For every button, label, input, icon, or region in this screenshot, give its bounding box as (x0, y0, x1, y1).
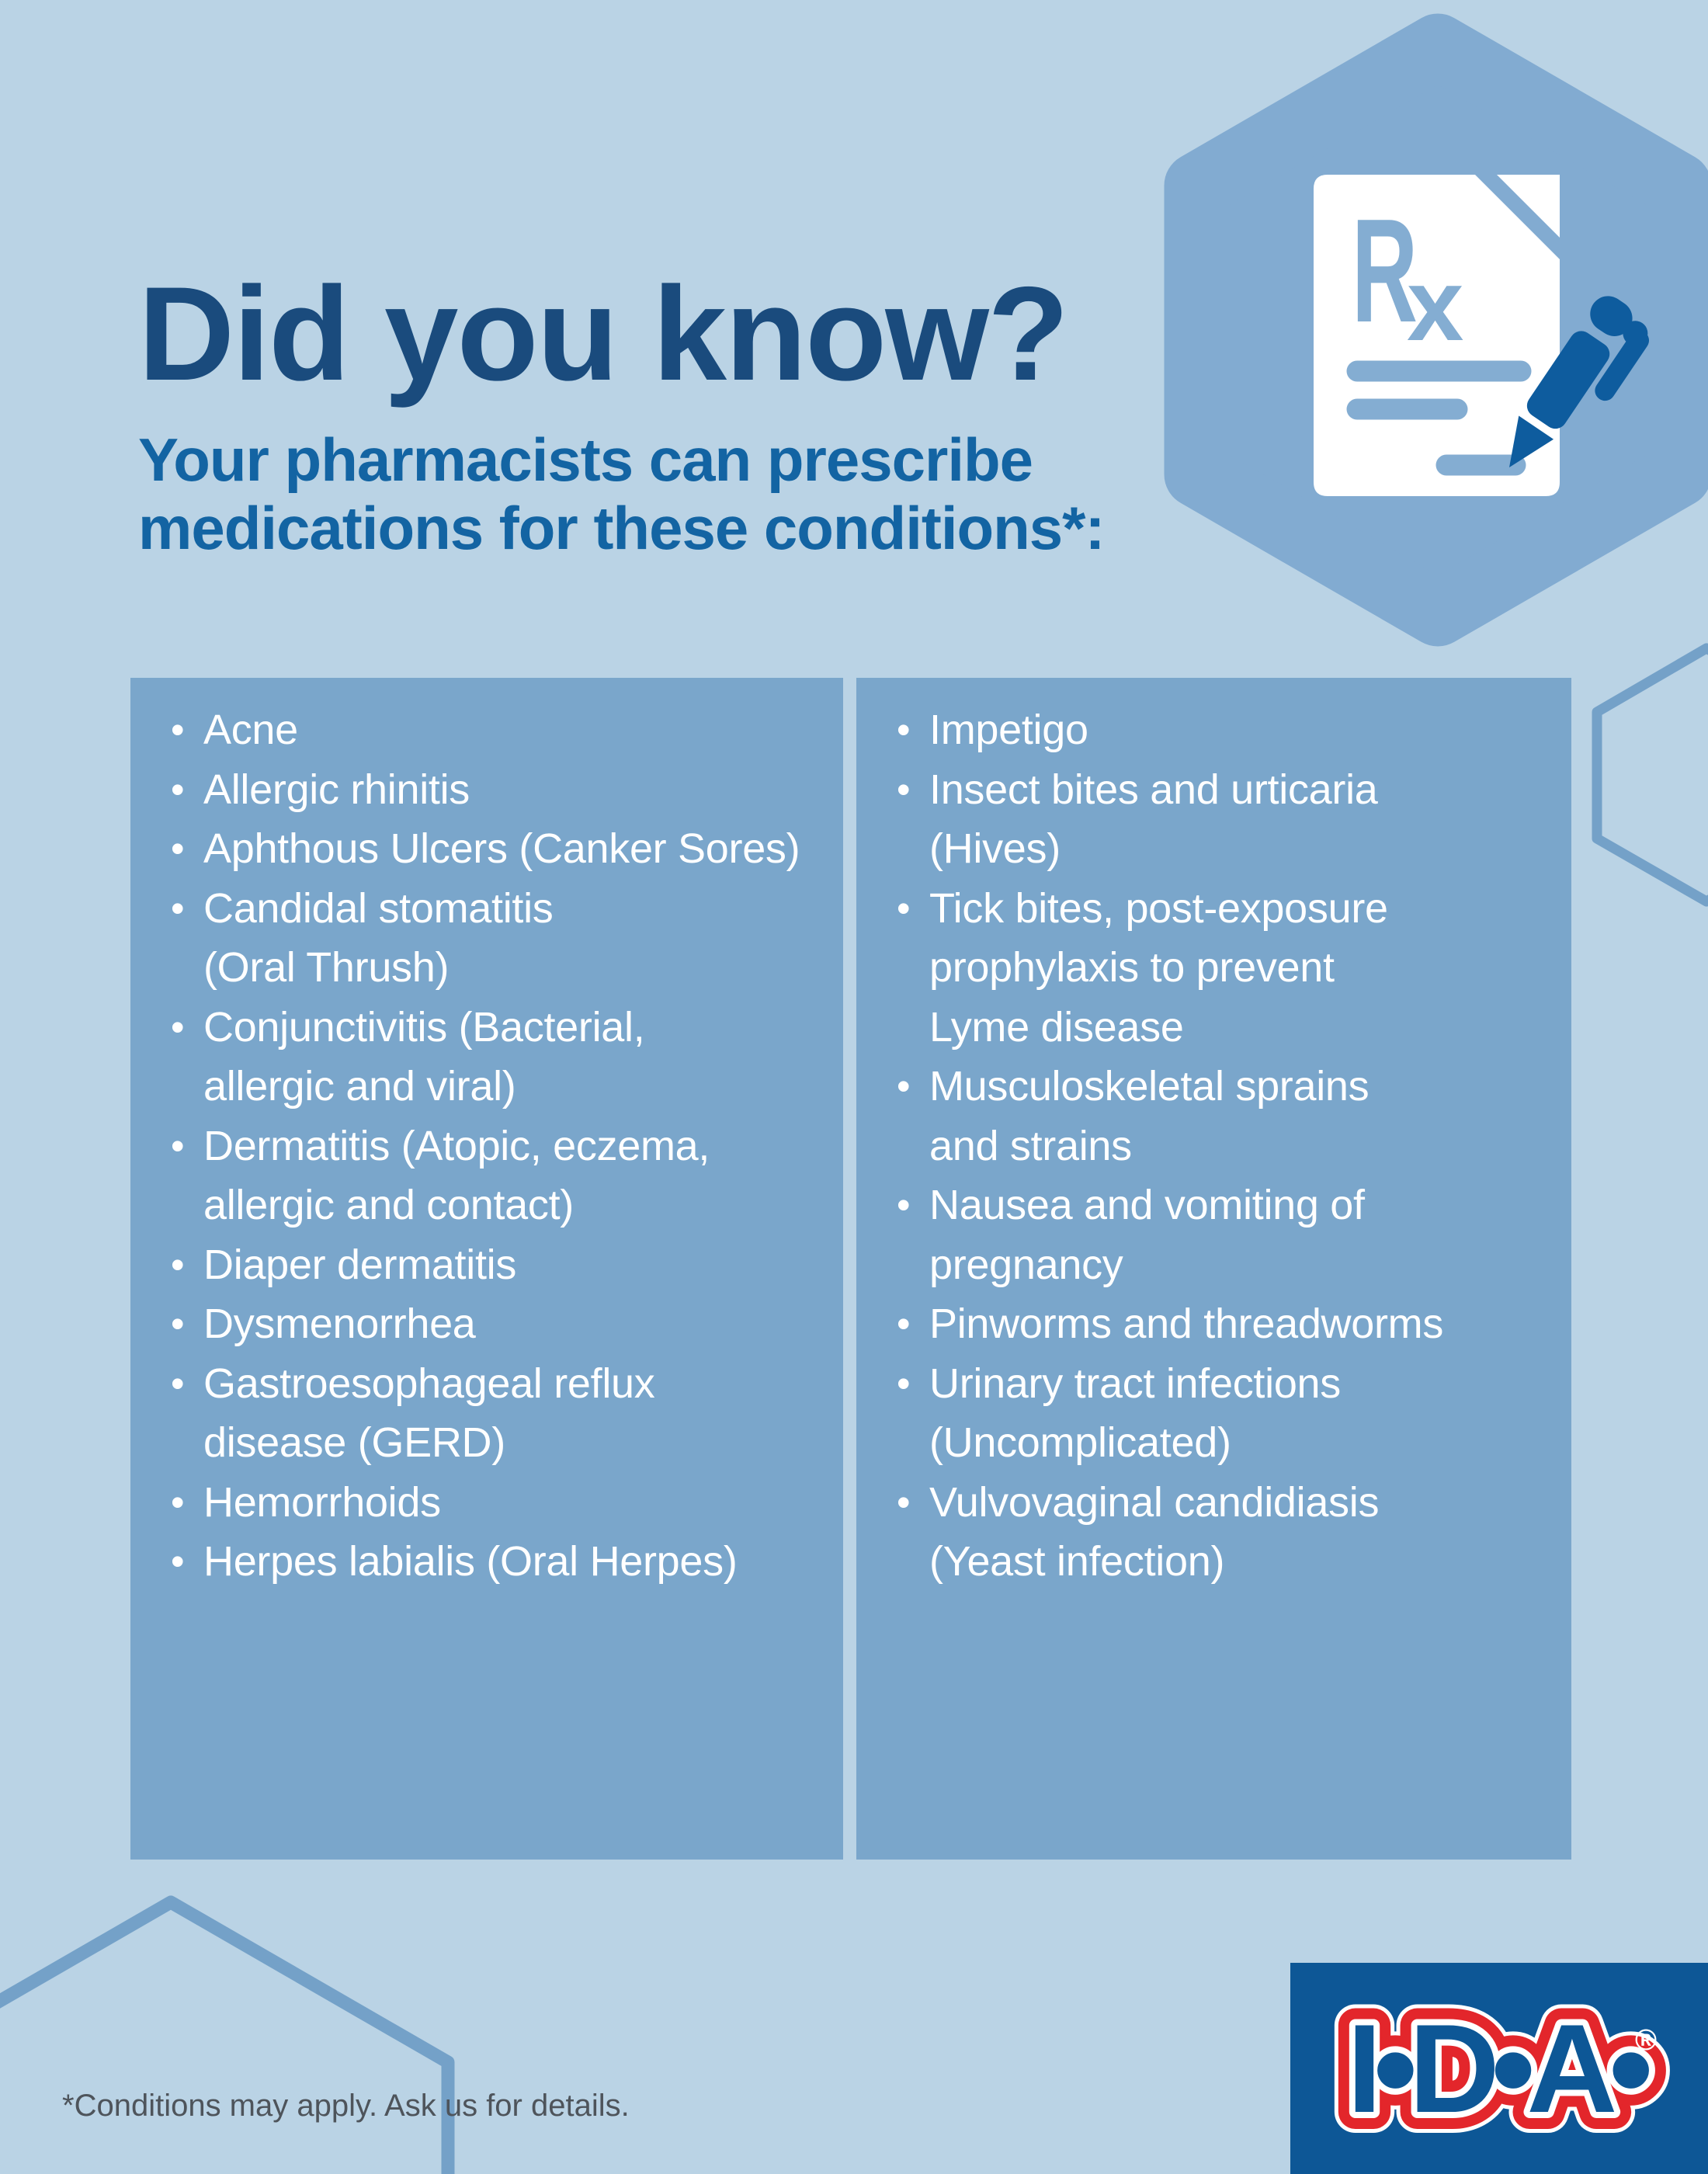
page-title: Did you know? (138, 259, 1069, 409)
list-item-line: Impetigo (929, 707, 1088, 753)
list-item-line: Lyme disease (929, 1003, 1184, 1051)
list-item-line: allergic and contact) (203, 1182, 574, 1228)
list-item-line: disease (GERD) (203, 1419, 505, 1466)
list-item: Tick bites, post-exposure prophylaxis to … (856, 879, 1571, 1057)
hexagon-outline-bottom-left (0, 1895, 455, 2174)
list-item-line: Dermatitis (Atopic, eczema, (203, 1122, 710, 1169)
svg-text:I•D•A•: I•D•A• (1347, 1999, 1649, 2139)
list-item: Vulvovaginal candidiasis (Yeast infection… (856, 1473, 1571, 1592)
list-item-line: Diaper dermatitis (203, 1241, 517, 1288)
list-item-line: Dysmenorrhea (203, 1301, 476, 1347)
list-item-line: (Yeast infection) (929, 1538, 1225, 1585)
list-item-line: prophylaxis to prevent (929, 944, 1335, 991)
list-item-line: allergic and viral) (203, 1063, 516, 1110)
rx-letter-x: x (1407, 248, 1463, 362)
list-item: Pinworms and threadworms (856, 1294, 1571, 1354)
subtitle: Your pharmacists can prescribe medicatio… (138, 425, 1106, 562)
list-item-line: Urinary tract infections (929, 1360, 1341, 1407)
list-item: Aphthous Ulcers (Canker Sores) (130, 819, 843, 879)
ida-logo: I•D•A• I•D•A• I•D•A• ® (1290, 1963, 1708, 2174)
list-item-line: Insect bites and urticaria (929, 766, 1378, 813)
list-item-line: (Oral Thrush) (203, 944, 450, 991)
list-item-line: Pinworms and threadworms (929, 1301, 1444, 1347)
footnote: *Conditions may apply. Ask us for detail… (62, 2089, 630, 2123)
rx-document-icon: R x (1314, 175, 1560, 496)
list-item-line: Candidal stomatitis (203, 884, 554, 932)
list-item: Dermatitis (Atopic, eczema, allergic and … (130, 1117, 843, 1235)
list-item: Nausea and vomiting of pregnancy (856, 1176, 1571, 1294)
list-item-line: Vulvovaginal candidiasis (929, 1478, 1380, 1526)
list-item-line: Tick bites, post-exposure (929, 884, 1388, 932)
list-item: Insect bites and urticaria (Hives) (856, 760, 1571, 879)
list-item-line: Allergic rhinitis (203, 766, 470, 813)
list-item: Impetigo (856, 700, 1571, 760)
hexagon-outline-right (1592, 643, 1708, 907)
list-item-line: Acne (203, 707, 298, 753)
registered-mark: ® (1635, 2024, 1657, 2057)
list-item-line: Aphthous Ulcers (Canker Sores) (203, 825, 800, 872)
list-item-line: Hemorrhoids (203, 1478, 441, 1526)
pen-icon (1509, 296, 1650, 467)
list-item-line: (Uncomplicated) (929, 1419, 1231, 1466)
folded-corner (1497, 175, 1560, 238)
list-item: Urinary tract infections (Uncomplicated) (856, 1354, 1571, 1473)
list-item: Acne (130, 700, 843, 760)
conditions-panel-right: Impetigo Insect bites and urticaria (Hives… (856, 678, 1571, 1860)
svg-text:I•D•A•: I•D•A• (1347, 1999, 1649, 2139)
rx-letter-r: R (1352, 189, 1418, 353)
list-item-line: Nausea and vomiting of (929, 1182, 1365, 1228)
list-item-line: Musculoskeletal sprains (929, 1063, 1370, 1110)
list-item-line: Gastroesophageal reflux (203, 1360, 655, 1407)
list-item: Conjunctivitis (Bacterial, allergic and v… (130, 998, 843, 1117)
list-item-line: (Hives) (929, 825, 1061, 872)
list-item-line: Conjunctivitis (Bacterial, (203, 1003, 645, 1051)
list-item: Candidal stomatitis (Oral Thrush) (130, 879, 843, 998)
subtitle-line-2: medications for these conditions*: (138, 494, 1106, 562)
list-item-line: and strains (929, 1122, 1132, 1169)
list-item: Gastroesophageal reflux disease (GERD) (130, 1354, 843, 1473)
subtitle-line-1: Your pharmacists can prescribe (138, 425, 1033, 494)
list-item: Dysmenorrhea (130, 1294, 843, 1354)
list-item-line: Herpes labialis (Oral Herpes) (203, 1538, 738, 1585)
conditions-panel-left: Acne Allergic rhinitis Aphthous Ulcers (Ca… (130, 678, 843, 1860)
list-item: Musculoskeletal sprains and strains (856, 1057, 1571, 1176)
list-item: Diaper dermatitis (130, 1235, 843, 1295)
list-item: Allergic rhinitis (130, 760, 843, 820)
svg-text:I•D•A•: I•D•A• (1347, 1999, 1649, 2139)
list-item-line: pregnancy (929, 1241, 1123, 1288)
ida-wordmark: I•D•A• I•D•A• I•D•A• ® (1326, 1978, 1678, 2160)
list-item: Herpes labialis (Oral Herpes) (130, 1532, 843, 1592)
list-item: Hemorrhoids (130, 1473, 843, 1533)
